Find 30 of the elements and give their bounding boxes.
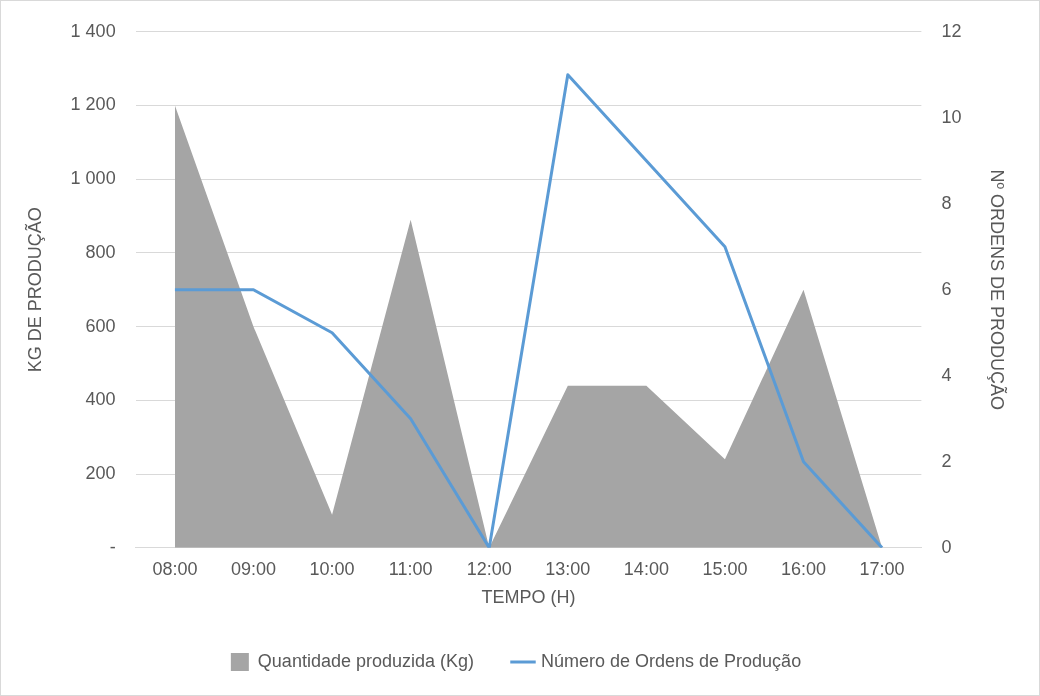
x-tick-label: 09:00 <box>230 558 277 579</box>
y2-tick-label: 4 <box>941 364 952 385</box>
y2-tick-label: 10 <box>941 106 962 127</box>
y-tick-label: 1 400 <box>70 20 116 41</box>
x-tick-label: 11:00 <box>388 558 433 579</box>
y-axis-title: KG DE PRODUÇÃO <box>23 207 45 373</box>
x-tick-label: 16:00 <box>780 558 827 579</box>
x-tick-label: 08:00 <box>152 558 198 579</box>
y-tick-label: 1 200 <box>70 94 116 115</box>
y-tick-label: 800 <box>85 241 116 262</box>
legend-label: Quantidade produzida (Kg) <box>257 650 474 671</box>
y2-tick-label: 0 <box>941 536 952 557</box>
y2-tick-label: 2 <box>941 450 952 471</box>
x-tick-label: 17:00 <box>859 558 905 579</box>
y-tick-label: 600 <box>85 315 116 336</box>
y2-axis-title: Nº ORDENS DE PRODUÇÃO <box>987 169 1009 411</box>
y-tick-label: 200 <box>85 463 116 484</box>
legend-label: Número de Ordens de Produção <box>541 650 802 671</box>
x-tick-label: 14:00 <box>623 558 669 579</box>
x-tick-label: 12:00 <box>466 558 512 579</box>
x-tick-label: 10:00 <box>309 558 355 579</box>
y2-tick-label: 6 <box>941 278 952 299</box>
x-tick-label: 13:00 <box>545 558 591 579</box>
y2-tick-label: 12 <box>941 20 962 41</box>
y-tick-label: 400 <box>85 389 116 410</box>
y2-tick-label: 8 <box>941 192 952 213</box>
x-tick-label: 15:00 <box>702 558 748 579</box>
x-axis-title: TEMPO (H) <box>481 587 576 608</box>
y-tick-label: 1 000 <box>70 168 116 189</box>
y-tick-label: - <box>109 536 116 557</box>
